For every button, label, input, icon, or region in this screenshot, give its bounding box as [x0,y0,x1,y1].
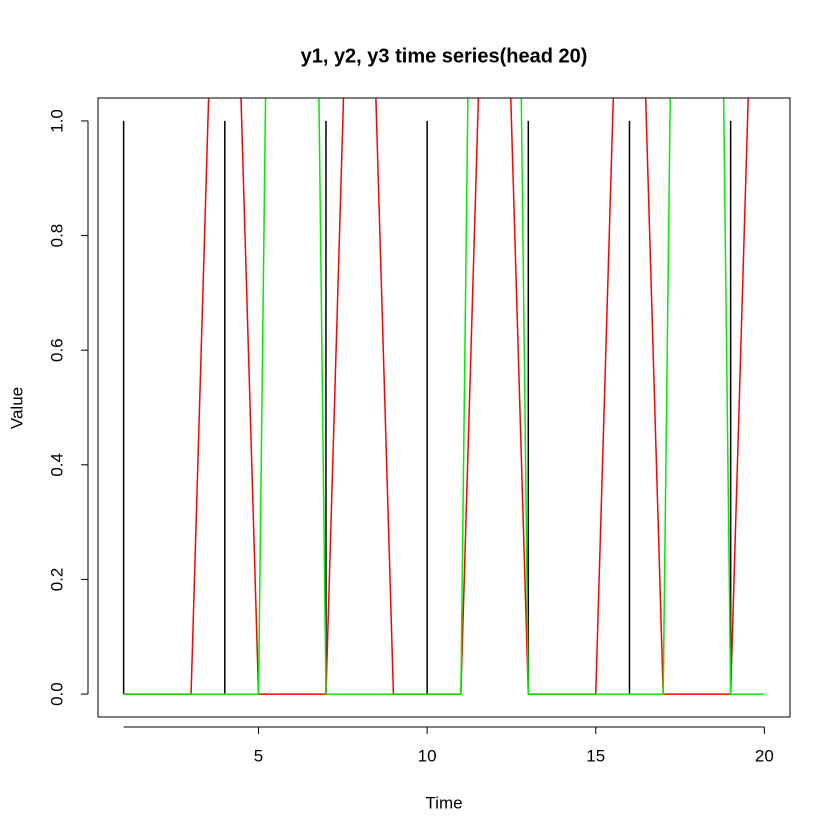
plot-frame [97,97,791,718]
y-tick-label: 0.2 [47,568,66,592]
x-tick-label: 15 [586,746,605,765]
x-tick-label: 5 [254,746,263,765]
y-tick-label: 0.6 [47,338,66,362]
y-axis-label: Value [7,387,26,429]
y-tick-label: 0.4 [47,453,66,477]
x-axis-label: Time [425,793,462,812]
y-tick-label: 0.8 [47,224,66,248]
x-tick-label: 20 [755,746,774,765]
chart-title: y1, y2, y3 time series(head 20) [301,45,588,67]
y-tick-label: 1.0 [47,109,66,133]
y-tick-label: 0.0 [47,682,66,706]
series-line [123,98,765,695]
plot-area [122,98,765,695]
x-tick-label: 10 [418,746,437,765]
